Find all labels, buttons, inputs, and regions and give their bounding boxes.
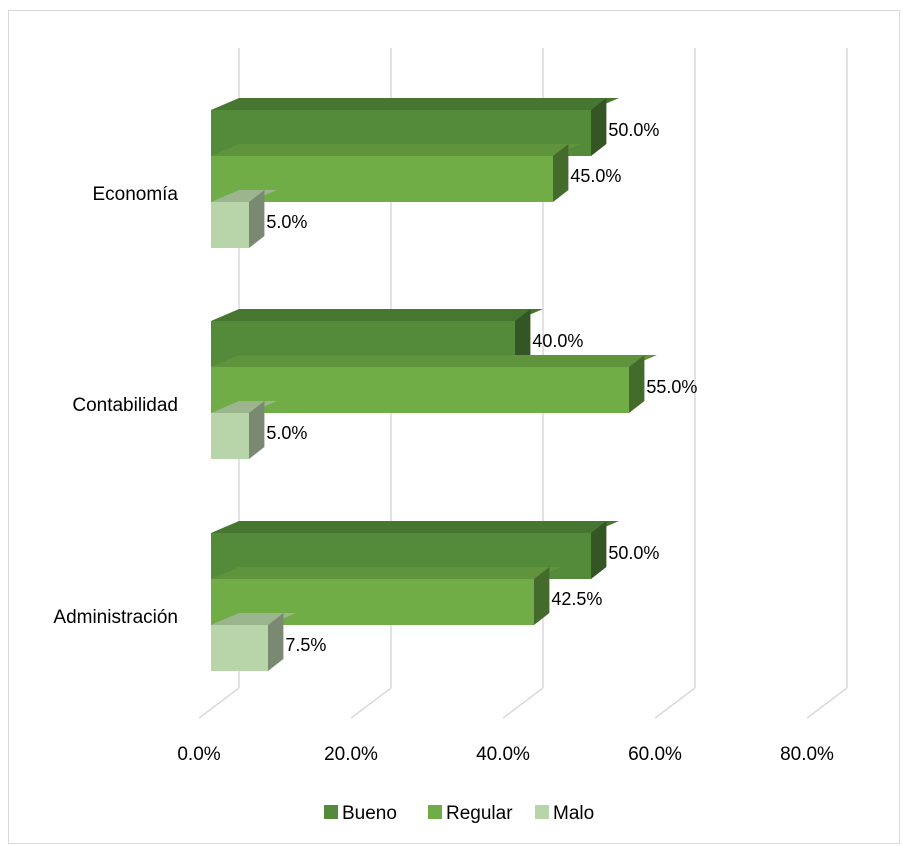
legend-swatch (428, 805, 442, 819)
bar-front-face (211, 625, 268, 671)
data-label-malo-contabilidad: 5.0% (266, 423, 307, 443)
bar-front-face (211, 367, 629, 413)
data-label-bueno-economia: 50.0% (608, 120, 659, 140)
x-tick-label: 60.0% (628, 744, 682, 765)
category-label-administracion: Administración (53, 607, 178, 628)
bar-side-face (268, 613, 284, 671)
bar-top-face (211, 355, 657, 367)
bar-side-face (591, 98, 607, 156)
floor-gridline (654, 687, 696, 719)
legend-label: Bueno (342, 803, 397, 824)
data-label-bueno-administracion: 50.0% (608, 543, 659, 563)
floor-gridline (198, 687, 240, 719)
legend-label: Regular (446, 803, 513, 824)
legend-item-regular: Regular (428, 803, 513, 824)
data-labels: 50.0% 45.0% 5.0% 40.0% 55.0% 5.0% 50.0% 42.5% 7.… (266, 120, 697, 655)
legend: Bueno Regular Malo (324, 803, 594, 824)
bar-regular-contabilidad (211, 355, 657, 413)
data-label-regular-economia: 45.0% (570, 166, 621, 186)
legend-item-bueno: Bueno (324, 803, 397, 824)
bar-malo-economia (211, 190, 277, 248)
bar-top-face (211, 521, 619, 533)
bar-side-face (515, 309, 531, 367)
bar-malo-contabilidad (211, 401, 277, 459)
data-label-regular-contabilidad: 55.0% (646, 377, 697, 397)
bar-side-face (629, 355, 645, 413)
bar-side-face (591, 521, 607, 579)
x-tick-label: 80.0% (780, 744, 834, 765)
data-label-regular-administracion: 42.5% (551, 589, 602, 609)
bar-front-face (211, 413, 249, 459)
bar-side-face (249, 401, 265, 459)
floor-gridline (806, 687, 848, 719)
category-label-economia: Economía (92, 184, 178, 205)
bar-top-face (211, 98, 619, 110)
bar-side-face (249, 190, 265, 248)
legend-label: Malo (553, 803, 594, 824)
bar-top-face (211, 401, 277, 413)
bar-top-face (211, 144, 581, 156)
category-label-contabilidad: Contabilidad (72, 395, 178, 416)
floor-gridline (502, 687, 544, 719)
bar-side-face (534, 567, 550, 625)
data-label-bueno-contabilidad: 40.0% (532, 331, 583, 351)
bar-top-face (211, 309, 543, 321)
bar-top-face (211, 567, 562, 579)
category-labels: Economía Contabilidad Administración (53, 184, 178, 628)
x-tick-label: 40.0% (476, 744, 530, 765)
legend-swatch (324, 805, 338, 819)
bar-top-face (211, 190, 277, 202)
legend-swatch (535, 805, 549, 819)
bars (211, 98, 657, 671)
x-tick-label: 20.0% (324, 744, 378, 765)
floor-gridline (350, 687, 392, 719)
x-axis-tick-labels: 0.0% 20.0% 40.0% 60.0% 80.0% (177, 744, 834, 765)
bar-regular-economia (211, 144, 581, 202)
bar-front-face (211, 156, 553, 202)
x-tick-label: 0.0% (177, 744, 220, 765)
data-label-malo-economia: 5.0% (266, 212, 307, 232)
legend-item-malo: Malo (535, 803, 594, 824)
data-label-malo-administracion: 7.5% (285, 635, 326, 655)
bar-side-face (553, 144, 569, 202)
bar-front-face (211, 202, 249, 248)
bar-malo-administracion (211, 613, 296, 671)
